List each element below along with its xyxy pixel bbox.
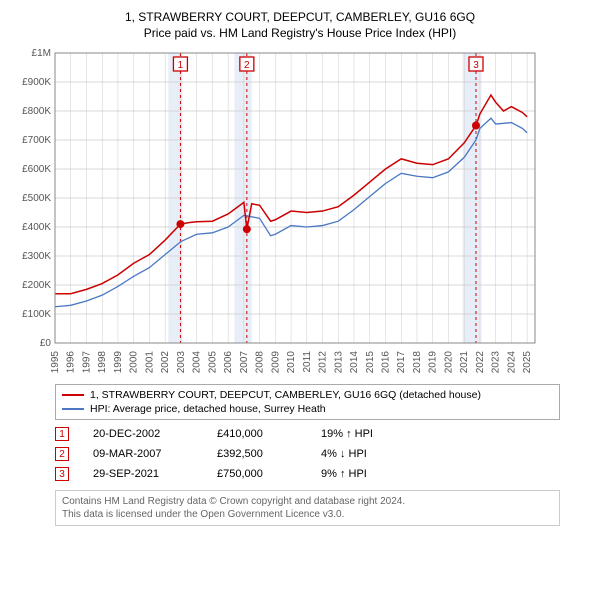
svg-text:£100K: £100K: [22, 309, 51, 320]
legend: 1, STRAWBERRY COURT, DEEPCUT, CAMBERLEY,…: [55, 384, 560, 420]
transaction-hpi: 9% ↑ HPI: [321, 468, 401, 480]
svg-text:£1M: £1M: [32, 48, 51, 59]
transaction-marker: 2: [55, 447, 69, 461]
svg-text:2023: 2023: [491, 351, 502, 374]
svg-text:2014: 2014: [349, 351, 360, 374]
svg-text:1999: 1999: [113, 351, 124, 374]
svg-text:2001: 2001: [144, 351, 155, 374]
svg-text:£700K: £700K: [22, 135, 51, 146]
title-line-1: 1, STRAWBERRY COURT, DEEPCUT, CAMBERLEY,…: [10, 10, 590, 24]
svg-text:2017: 2017: [396, 351, 407, 374]
transaction-date: 29-SEP-2021: [93, 468, 193, 480]
svg-text:£800K: £800K: [22, 106, 51, 117]
svg-text:£500K: £500K: [22, 193, 51, 204]
svg-text:£300K: £300K: [22, 251, 51, 262]
transaction-hpi: 19% ↑ HPI: [321, 428, 401, 440]
transaction-price: £392,500: [217, 448, 297, 460]
transaction-marker: 3: [55, 467, 69, 481]
transaction-marker: 1: [55, 427, 69, 441]
title-line-2: Price paid vs. HM Land Registry's House …: [10, 26, 590, 40]
transaction-hpi: 4% ↓ HPI: [321, 448, 401, 460]
chart-container: 1, STRAWBERRY COURT, DEEPCUT, CAMBERLEY,…: [0, 0, 600, 590]
svg-text:3: 3: [473, 60, 479, 71]
svg-text:1998: 1998: [97, 351, 108, 374]
chart-area: £0 £100K £200K £300K £400K £500K £600K £700K £80…: [10, 48, 590, 378]
transaction-row: 3 29-SEP-2021 £750,000 9% ↑ HPI: [55, 464, 560, 484]
legend-swatch: [62, 408, 84, 410]
svg-text:2005: 2005: [207, 351, 218, 374]
svg-text:2009: 2009: [270, 351, 281, 374]
svg-text:2015: 2015: [365, 351, 376, 374]
legend-item: HPI: Average price, detached house, Surr…: [62, 402, 553, 416]
svg-text:2000: 2000: [129, 351, 140, 374]
transaction-row: 1 20-DEC-2002 £410,000 19% ↑ HPI: [55, 424, 560, 444]
svg-text:2019: 2019: [428, 351, 439, 374]
svg-text:2003: 2003: [176, 351, 187, 374]
attribution: Contains HM Land Registry data © Crown c…: [55, 490, 560, 526]
svg-text:2021: 2021: [459, 351, 470, 374]
transaction-price: £410,000: [217, 428, 297, 440]
svg-text:2007: 2007: [239, 351, 250, 374]
transaction-date: 20-DEC-2002: [93, 428, 193, 440]
legend-item: 1, STRAWBERRY COURT, DEEPCUT, CAMBERLEY,…: [62, 388, 553, 402]
svg-text:2016: 2016: [380, 351, 391, 374]
transaction-date: 09-MAR-2007: [93, 448, 193, 460]
svg-text:2011: 2011: [302, 351, 313, 373]
svg-text:1996: 1996: [66, 351, 77, 374]
legend-swatch: [62, 394, 84, 396]
svg-text:2022: 2022: [475, 351, 486, 374]
svg-text:2002: 2002: [160, 351, 171, 374]
svg-text:2: 2: [244, 60, 250, 71]
svg-text:2018: 2018: [412, 351, 423, 374]
legend-label: HPI: Average price, detached house, Surr…: [90, 403, 326, 415]
attribution-line-2: This data is licensed under the Open Gov…: [62, 508, 553, 521]
legend-label: 1, STRAWBERRY COURT, DEEPCUT, CAMBERLEY,…: [90, 389, 481, 401]
line-chart-svg: £0 £100K £200K £300K £400K £500K £600K £700K £80…: [10, 48, 550, 378]
svg-text:2006: 2006: [223, 351, 234, 374]
svg-text:2013: 2013: [333, 351, 344, 374]
svg-text:£600K: £600K: [22, 164, 51, 175]
svg-text:£200K: £200K: [22, 280, 51, 291]
svg-text:2010: 2010: [286, 351, 297, 374]
transactions-table: 1 20-DEC-2002 £410,000 19% ↑ HPI 2 09-MA…: [55, 424, 560, 484]
svg-text:1995: 1995: [50, 351, 61, 374]
svg-text:2004: 2004: [192, 351, 203, 374]
svg-text:2025: 2025: [522, 351, 533, 374]
svg-text:2024: 2024: [506, 351, 517, 374]
svg-text:£0: £0: [40, 338, 52, 349]
svg-text:£900K: £900K: [22, 77, 51, 88]
svg-text:1997: 1997: [81, 351, 92, 374]
svg-text:2020: 2020: [443, 351, 454, 374]
svg-text:2008: 2008: [255, 351, 266, 374]
transaction-row: 2 09-MAR-2007 £392,500 4% ↓ HPI: [55, 444, 560, 464]
svg-text:2012: 2012: [318, 351, 329, 374]
transaction-price: £750,000: [217, 468, 297, 480]
svg-text:1: 1: [178, 60, 184, 71]
attribution-line-1: Contains HM Land Registry data © Crown c…: [62, 495, 553, 508]
svg-text:£400K: £400K: [22, 222, 51, 233]
